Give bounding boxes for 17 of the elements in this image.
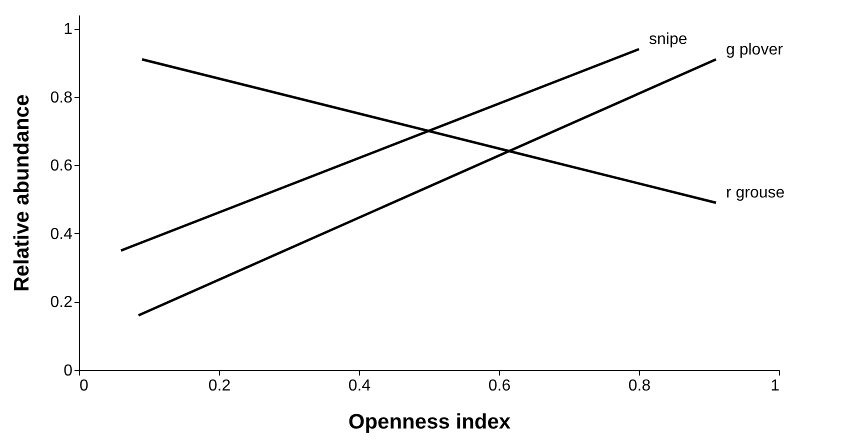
y-tick-label: 0.6 bbox=[50, 158, 73, 175]
y-tick-label: 0.4 bbox=[50, 226, 73, 243]
series-label: r grouse bbox=[726, 184, 785, 202]
x-tick-label: 0.8 bbox=[628, 378, 651, 394]
y-tick-label: 0.2 bbox=[50, 294, 73, 312]
x-tick-label: 0.2 bbox=[208, 378, 231, 394]
x-tick-label: 1 bbox=[770, 378, 780, 394]
x-tick-label: 0 bbox=[80, 378, 88, 394]
x-tick-label: 0.4 bbox=[348, 378, 371, 394]
x-tick-label: 0.6 bbox=[488, 378, 511, 394]
y-tick-label: 0 bbox=[64, 362, 73, 380]
series-label: g plover bbox=[726, 41, 784, 58]
x-axis-title: Openness index bbox=[348, 410, 511, 434]
y-tick-label: 1 bbox=[64, 21, 73, 38]
y-tick-label: 0.8 bbox=[50, 89, 73, 106]
series-label: snipe bbox=[649, 31, 688, 48]
y-axis-title: Relative abundance bbox=[10, 94, 34, 292]
